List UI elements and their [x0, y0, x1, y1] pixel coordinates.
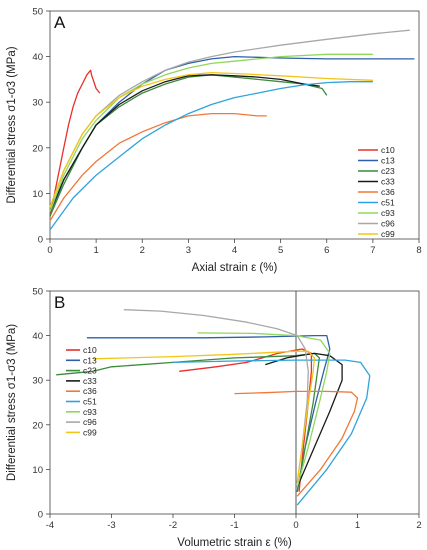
- legend-label-c96: c96: [381, 219, 395, 229]
- x-tick-label: -1: [230, 520, 238, 531]
- x-tick-label: 1: [93, 245, 98, 256]
- panel-label: B: [54, 293, 65, 312]
- plot-frame: [49, 290, 420, 515]
- y-tick-label: 40: [32, 52, 43, 63]
- x-tick-label: -2: [169, 520, 177, 531]
- x-axis-label: Volumetric strain ε (%): [177, 537, 292, 549]
- x-tick-label: 8: [416, 245, 421, 256]
- series-line-c93: [197, 332, 331, 488]
- x-tick-label: 1: [355, 520, 360, 531]
- x-tick-label: 5: [278, 245, 283, 256]
- y-tick-label: 0: [38, 235, 43, 246]
- panel-a: 0 1 2 3 4 5 6 7 8 0 10 20 30 40 50 Axial strain ε (%) Di…: [6, 7, 422, 275]
- legend-label-c23: c23: [83, 366, 97, 376]
- legend-label-c99: c99: [381, 229, 395, 239]
- legend-label-c36: c36: [381, 187, 395, 197]
- series-line-c10: [179, 348, 313, 492]
- legend-label-c93: c93: [83, 407, 97, 417]
- legend-label-c13: c13: [83, 355, 97, 365]
- x-tick-label: -3: [107, 520, 115, 531]
- x-tick-label: 4: [232, 245, 237, 256]
- legend-label-c33: c33: [381, 177, 395, 187]
- x-tick-label: 0: [293, 520, 298, 531]
- series-line-c36: [49, 112, 267, 222]
- x-tick-label: 2: [416, 520, 421, 531]
- legend-label-c33: c33: [83, 376, 97, 386]
- legend-label-c96: c96: [83, 417, 97, 427]
- series-line-c23: [49, 74, 328, 217]
- y-tick-label: 40: [32, 331, 43, 342]
- series-line-c93: [49, 53, 373, 212]
- legend-label-c51: c51: [83, 397, 97, 407]
- legend-label-c10: c10: [381, 145, 395, 155]
- panel-label: A: [54, 13, 66, 32]
- series-line-c36: [234, 390, 359, 497]
- x-axis-label: Axial strain ε (%): [192, 262, 278, 274]
- series-line-c96: [123, 309, 309, 483]
- legend-label-c36: c36: [83, 386, 97, 396]
- y-tick-label: 20: [32, 420, 43, 431]
- y-tick-label: 10: [32, 465, 43, 476]
- y-tick-label: 30: [32, 98, 43, 109]
- y-tick-label: 50: [32, 7, 43, 18]
- y-tick-label: 20: [32, 143, 43, 154]
- x-tick-label: 2: [140, 245, 145, 256]
- legend-label-c10: c10: [83, 345, 97, 355]
- x-tick-label: 7: [370, 245, 375, 256]
- series-line-c51: [172, 359, 371, 506]
- series-line-c51: [49, 81, 373, 231]
- legend-label-c51: c51: [381, 198, 395, 208]
- series-line-c33: [49, 74, 320, 212]
- series-line-c33: [265, 352, 343, 488]
- y-tick-label: 10: [32, 189, 43, 200]
- legend-label-c23: c23: [381, 166, 395, 176]
- y-axis-label: Differential stress σ1-σ3 (MPa): [6, 46, 18, 203]
- x-tick-label: 3: [186, 245, 191, 256]
- series-line-c13: [86, 334, 331, 492]
- series-line-c99: [49, 71, 373, 208]
- legend-label-c93: c93: [381, 208, 395, 218]
- series-line-c99: [93, 350, 316, 483]
- x-tick-label: 6: [324, 245, 329, 256]
- legend-label-c13: c13: [381, 156, 395, 166]
- y-axis-label: Differential stress σ1-σ3 (MPa): [6, 324, 18, 481]
- plot-frame: [49, 10, 420, 240]
- y-tick-label: 30: [32, 376, 43, 387]
- x-tick-label: -4: [46, 520, 54, 531]
- series-line-c10: [49, 69, 101, 217]
- legend-label-c99: c99: [83, 427, 97, 437]
- y-tick-label: 0: [38, 510, 43, 521]
- y-tick-label: 50: [32, 287, 43, 298]
- x-tick-label: 0: [47, 245, 52, 256]
